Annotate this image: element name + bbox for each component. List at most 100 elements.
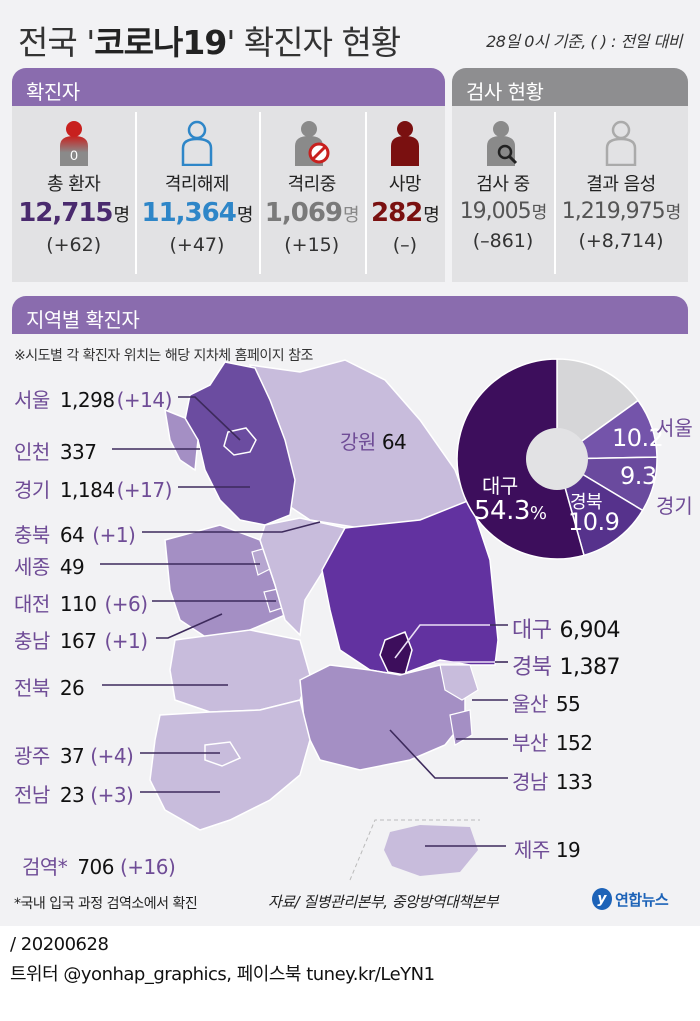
section-header-confirmed: 확진자 [12,68,445,106]
region-name: 서울 [14,388,50,412]
region-delta: (+6) [104,592,149,616]
region-value: 133 [555,770,593,794]
stat-testing-unit: 명 [531,203,548,223]
stat-negative-delta: (+8,714) [578,230,664,252]
region-value: 110 [59,592,97,616]
title-bold: 코로나19 [94,23,227,62]
stat-isolated-number: 1,069 [264,198,343,228]
stat-deceased: 사망 282명 (–) [364,106,445,282]
region-value: 706 [77,855,114,879]
region-gyeongnam: 경남 133 [512,766,593,795]
region-delta: (+3) [90,783,134,807]
testing-person-icon [487,121,518,166]
pie-daegu-value: 54.3% [474,496,547,526]
stat-released: 격리해제 11,364명 (+47) [135,106,258,282]
map-gyeongnam [299,664,466,771]
pie-seoul-label: 서울 [656,416,693,440]
region-gangwon: 강원 64 [340,426,407,455]
isolated-person-icon [294,121,330,166]
korea-map [100,359,508,881]
map-gwangju [204,741,242,767]
pie-gyeongbuk-label: 경북 [570,492,603,513]
pie-slice-gyeongbuk [555,457,644,557]
section-header-regional: 지역별 확진자 [12,296,688,334]
region-name: 광주 [14,744,50,768]
released-person-icon [181,120,213,166]
title-suffix: ' 확진자 현황 [226,23,401,62]
region-name: 제주 [514,838,550,862]
region-delta: (+4) [90,744,134,768]
region-gyeonggi: 경기 1,184 (+17) [14,474,172,503]
pie-gyeonggi-value: 9.3 [620,462,657,490]
region-name: 전남 [14,783,50,807]
region-value: 337 [59,440,97,464]
map-chungbuk [259,517,347,637]
stat-negative-value: 1,219,975명 [561,198,682,224]
stat-total: 0 총 환자 12,715명 (+62) [12,106,135,282]
stat-negative-unit: 명 [665,203,682,223]
stat-deceased-unit: 명 [423,205,440,226]
region-value: 55 [555,692,581,716]
region-name: 경기 [14,478,50,502]
region-chungbuk: 충북 64 (+1) [14,519,136,548]
map-ulsan [439,664,479,701]
negative-person-icon [605,120,637,166]
region-value: 64 [59,523,85,547]
credit-social: 트위터 @yonhap_graphics, 페이스북 tuney.kr/LeYN… [10,964,435,985]
pie-chart: 대구 54.3% 경북 10.9 10.2 9.3 [454,356,664,562]
region-jeju: 제주 19 [514,834,581,863]
stat-total-value: 12,715명 [18,198,130,228]
region-busan: 부산 152 [512,727,593,756]
region-name: 대전 [14,592,50,616]
baseline-note: 28일 0시 기준, ( ) : 전일 대비 [486,32,682,51]
map-jeju [384,825,478,876]
region-value: 37 [59,744,85,768]
stat-released-label: 격리해제 [164,174,230,195]
stat-deceased-delta: (–) [392,234,418,256]
region-seoul: 서울 1,298 (+14) [14,384,172,413]
stat-released-value: 11,364명 [141,198,254,228]
title-prefix: 전국 ' [18,23,95,62]
region-value: 1,298 [59,388,115,412]
stat-negative-number: 1,219,975 [561,199,666,224]
region-name: 강원 [340,430,376,454]
region-value: 19 [555,838,581,862]
stat-deceased-label: 사망 [388,174,422,195]
region-gyeongbuk: 경북 1,387 [512,649,620,681]
pie-gyeonggi-label: 경기 [656,494,693,518]
pie-daegu-label: 대구 [482,474,518,498]
stat-negative-label: 결과 음성 [586,174,656,195]
stat-testing-number: 19,005 [459,199,532,224]
region-name: 대구 [512,618,552,643]
region-delta: (+16) [120,855,176,879]
stat-isolated: 격리중 1,069명 (+15) [258,106,365,282]
region-note: ※시도별 각 확진자 위치는 해당 지차체 홈페이지 참조 [14,348,313,364]
region-value: 49 [59,555,85,579]
region-name: 충남 [14,629,50,653]
pie-daegu-number: 54.3 [474,496,530,526]
stat-negative: 결과 음성 1,219,975명 (+8,714) [554,106,688,282]
stat-deceased-number: 282 [370,198,423,228]
stat-testing-label: 검사 중 [476,174,530,195]
region-delta: (+1) [104,629,149,653]
stat-isolated-unit: 명 [343,205,360,226]
map-jeonbuk [169,629,311,713]
pie-percent-sign: % [529,503,547,524]
test-stats: 검사 중 19,005명 (–861) 결과 음성 1,219,975명 (+8… [452,106,688,282]
region-jeonbuk: 전북 26 [14,672,85,701]
deceased-person-icon [390,121,419,166]
region-delta: (+1) [92,523,136,547]
map-jeonnam [149,699,311,831]
yonhap-logo: y 연합뉴스 [592,888,669,910]
region-value: 26 [59,676,85,700]
map-incheon [164,408,199,472]
region-daejeon: 대전 110 (+6) [14,588,148,617]
section-header-tests: 검사 현황 [452,68,688,106]
patient-total-icon: 0 [59,121,88,166]
region-name: 검역* [22,855,68,879]
stat-deceased-value: 282명 [370,198,440,228]
stat-released-unit: 명 [236,205,254,226]
map-busan [449,709,473,746]
page-title: 전국 '코로나19' 확진자 현황 [18,16,401,64]
stat-isolated-value: 1,069명 [264,198,360,228]
